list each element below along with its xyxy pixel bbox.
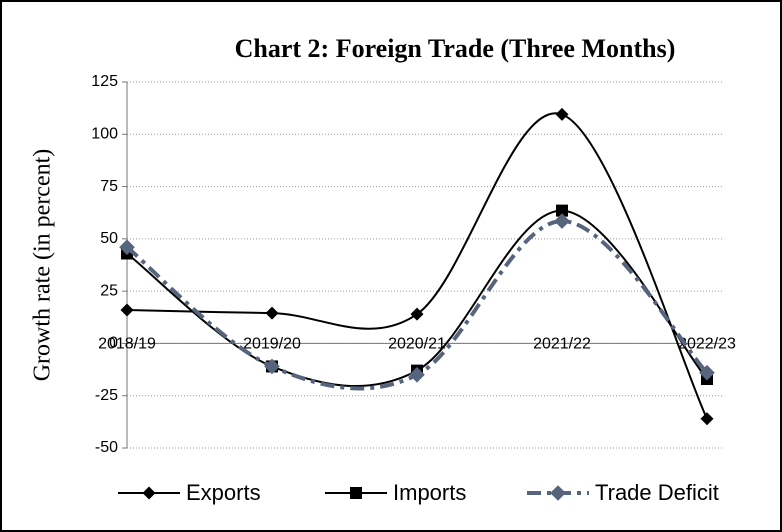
marker (119, 239, 135, 256)
marker (265, 306, 279, 320)
y-tick-label: 0 (109, 335, 118, 352)
y-tick-label: 100 (91, 126, 118, 143)
x-tick-label: 2018/19 (98, 336, 156, 353)
marker (410, 307, 424, 321)
x-tick-label: 2019/20 (243, 336, 301, 353)
legend-label: Trade Deficit (595, 480, 719, 505)
series-line (126, 209, 708, 387)
x-tick-label: 2022/23 (678, 336, 736, 353)
marker (120, 303, 134, 317)
marker (264, 358, 280, 375)
legend-marker (550, 485, 566, 501)
x-tick-label: 2020/21 (388, 336, 446, 353)
series-line (126, 112, 708, 420)
y-tick-label: -25 (95, 387, 118, 404)
marker (699, 364, 715, 381)
marker (700, 412, 714, 426)
legend-marker (350, 487, 362, 499)
chart-title: Chart 2: Foreign Trade (Three Months) (235, 34, 676, 63)
y-tick-label: 125 (91, 73, 118, 90)
marker (409, 367, 425, 383)
legend-label: Imports (393, 480, 466, 505)
y-axis-label: Growth rate (in percent) (30, 149, 56, 382)
legend-label: Exports (186, 480, 261, 505)
y-tick-label: 75 (100, 178, 118, 195)
marker (555, 107, 569, 121)
x-tick-label: 2021/22 (533, 336, 591, 353)
y-tick-label: 50 (100, 230, 118, 247)
y-tick-label: 25 (100, 282, 118, 299)
y-tick-label: -50 (95, 439, 118, 456)
marker (554, 213, 570, 229)
marker (556, 204, 568, 217)
legend-marker (142, 486, 156, 500)
